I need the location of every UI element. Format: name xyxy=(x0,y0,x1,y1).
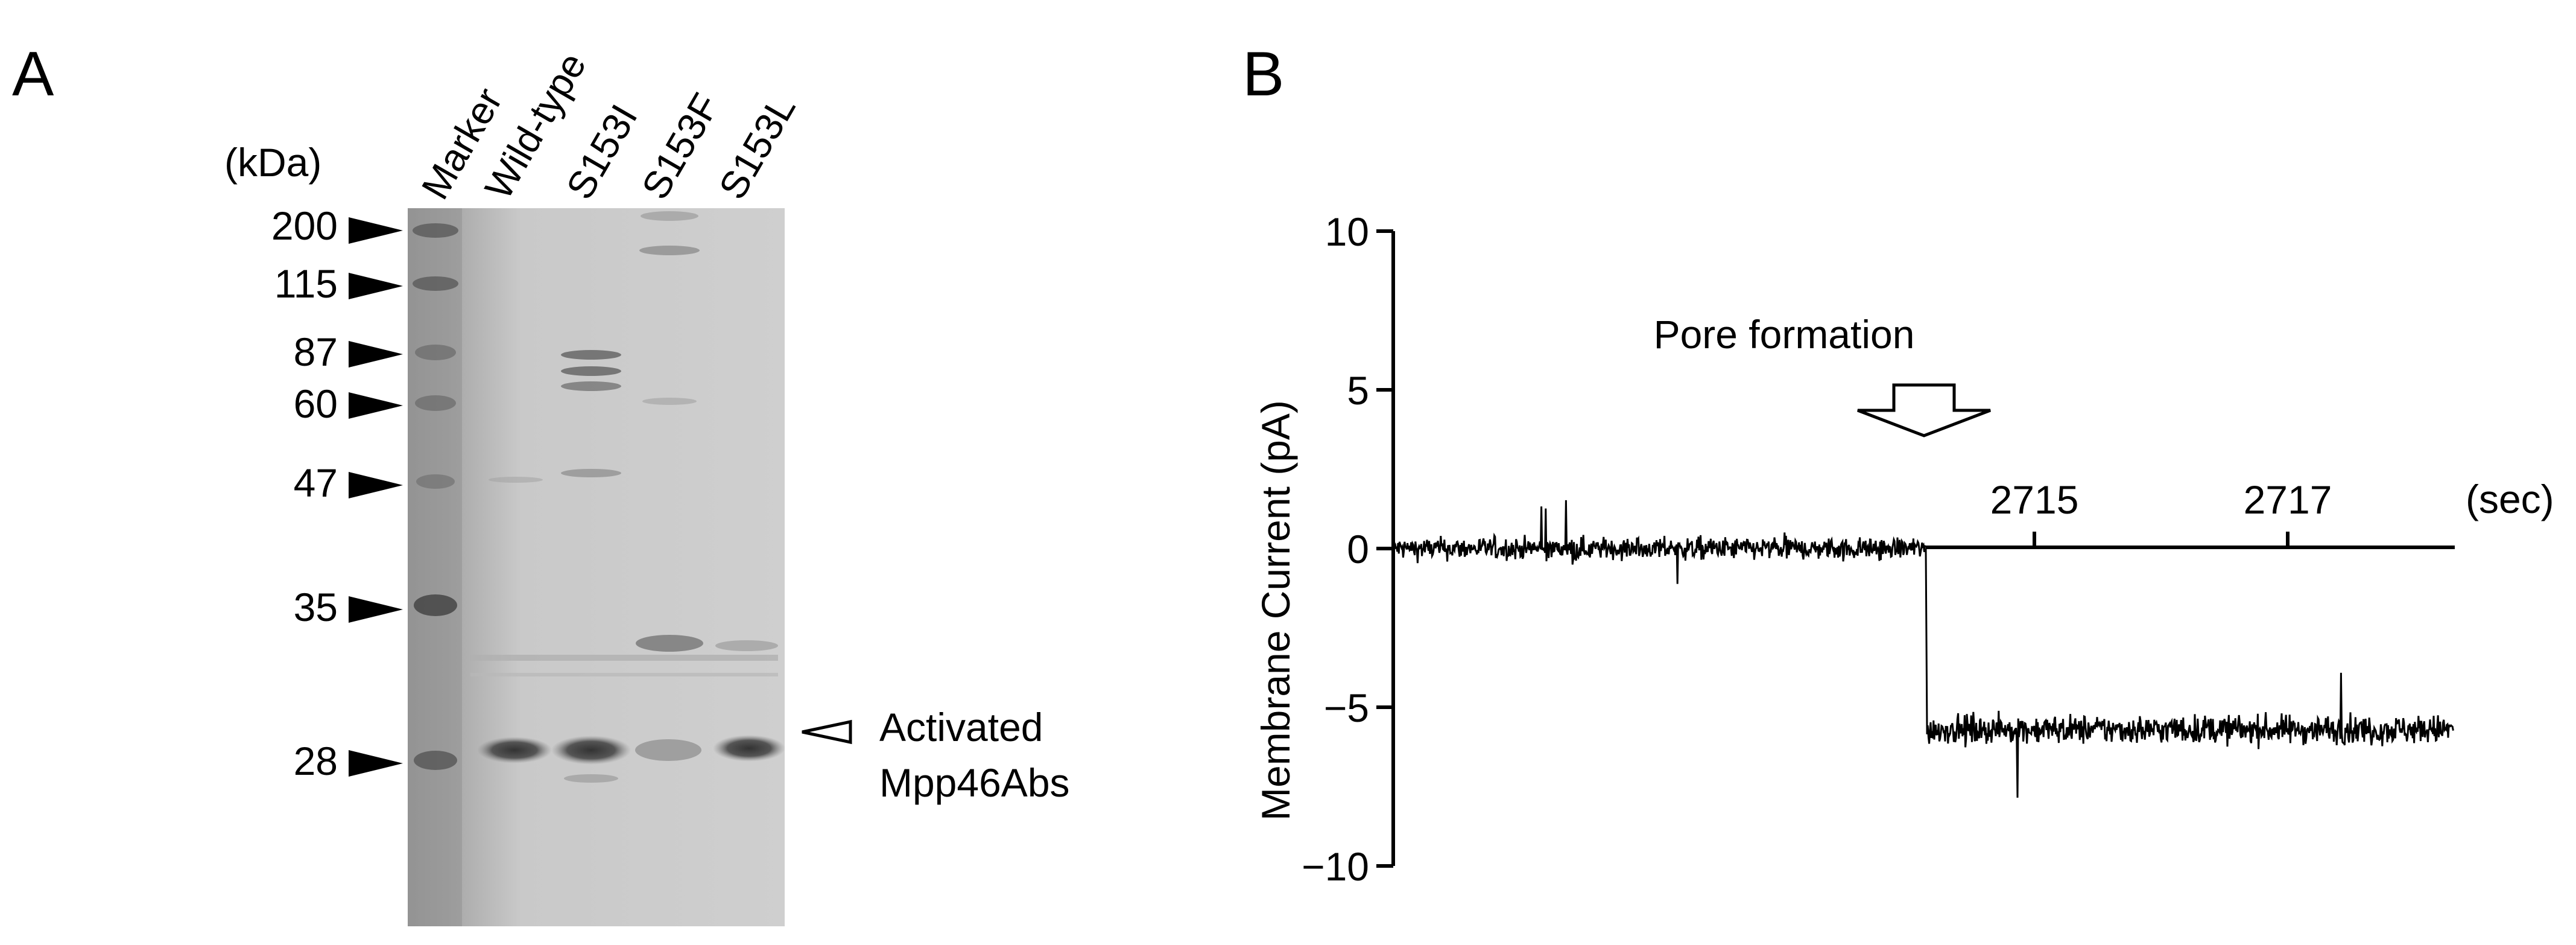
pore-formation-label: Pore formation xyxy=(1654,312,1915,357)
svg-text:87: 87 xyxy=(294,329,338,374)
y-axis-ticks: 10 5 0 −5 −10 xyxy=(1302,209,1393,889)
down-arrow-icon xyxy=(1857,383,1991,438)
marker-35: 35 xyxy=(294,585,403,629)
y-tick-label: 10 xyxy=(1325,209,1369,254)
marker-60: 60 xyxy=(294,381,403,426)
lane-label-s153l: S153L xyxy=(710,88,804,206)
x-tick-label: 2717 xyxy=(2244,477,2332,522)
trace-before-pore-formation xyxy=(1393,500,1926,584)
svg-text:28: 28 xyxy=(294,739,338,783)
annotation-line-2: Mpp46Abs xyxy=(879,760,1070,805)
marker-arrowhead-icon xyxy=(349,217,403,244)
marker-47: 47 xyxy=(294,460,403,505)
marker-arrowhead-icon xyxy=(349,472,403,498)
panel-a: A (kDa) Marker Wild-type S153I S153F S15… xyxy=(12,39,1070,926)
marker-arrowhead-icon xyxy=(349,596,403,623)
annotation-line-1: Activated xyxy=(879,705,1043,749)
y-tick-label: 0 xyxy=(1347,527,1369,571)
svg-text:35: 35 xyxy=(294,585,338,629)
marker-115: 115 xyxy=(274,261,403,306)
lane-label-s153f: S153F xyxy=(633,86,728,206)
y-tick-label: 5 xyxy=(1347,368,1369,413)
trace-after-pore-formation xyxy=(1925,548,2454,798)
marker-87: 87 xyxy=(294,329,403,374)
lane-labels: Marker Wild-type S153I S153F S153L xyxy=(413,45,804,206)
marker-ladder-labels: 200 115 87 60 47 35 xyxy=(271,203,403,783)
open-arrowhead-icon xyxy=(802,719,852,745)
marker-28: 28 xyxy=(294,739,403,783)
y-tick-label: −5 xyxy=(1324,686,1369,730)
kda-unit-label: (kDa) xyxy=(224,140,321,185)
svg-text:115: 115 xyxy=(274,261,338,306)
gel-image xyxy=(408,208,785,926)
panel-b-letter: B xyxy=(1242,39,1284,109)
marker-arrowhead-icon xyxy=(349,750,403,777)
svg-text:60: 60 xyxy=(294,381,338,426)
marker-arrowhead-icon xyxy=(349,273,403,299)
pore-formation-annotation: Pore formation xyxy=(1654,312,1991,438)
current-trace xyxy=(1393,500,2454,798)
y-tick-label: −10 xyxy=(1302,844,1369,889)
svg-text:200: 200 xyxy=(271,203,338,248)
panel-a-letter: A xyxy=(12,39,54,109)
marker-200: 200 xyxy=(271,203,403,248)
x-axis-ticks: 2715 2717 xyxy=(1990,477,2332,549)
marker-arrowhead-icon xyxy=(349,341,403,368)
svg-text:47: 47 xyxy=(294,460,338,505)
x-axis-unit-label: (sec) xyxy=(2466,477,2554,521)
y-axis-label: Membrane Current (pA) xyxy=(1253,400,1298,821)
marker-arrowhead-icon xyxy=(349,392,403,419)
lane-label-s153i: S153I xyxy=(558,97,646,206)
x-tick-label: 2715 xyxy=(1990,477,2079,522)
activated-band-annotation: Activated Mpp46Abs xyxy=(802,705,1070,805)
